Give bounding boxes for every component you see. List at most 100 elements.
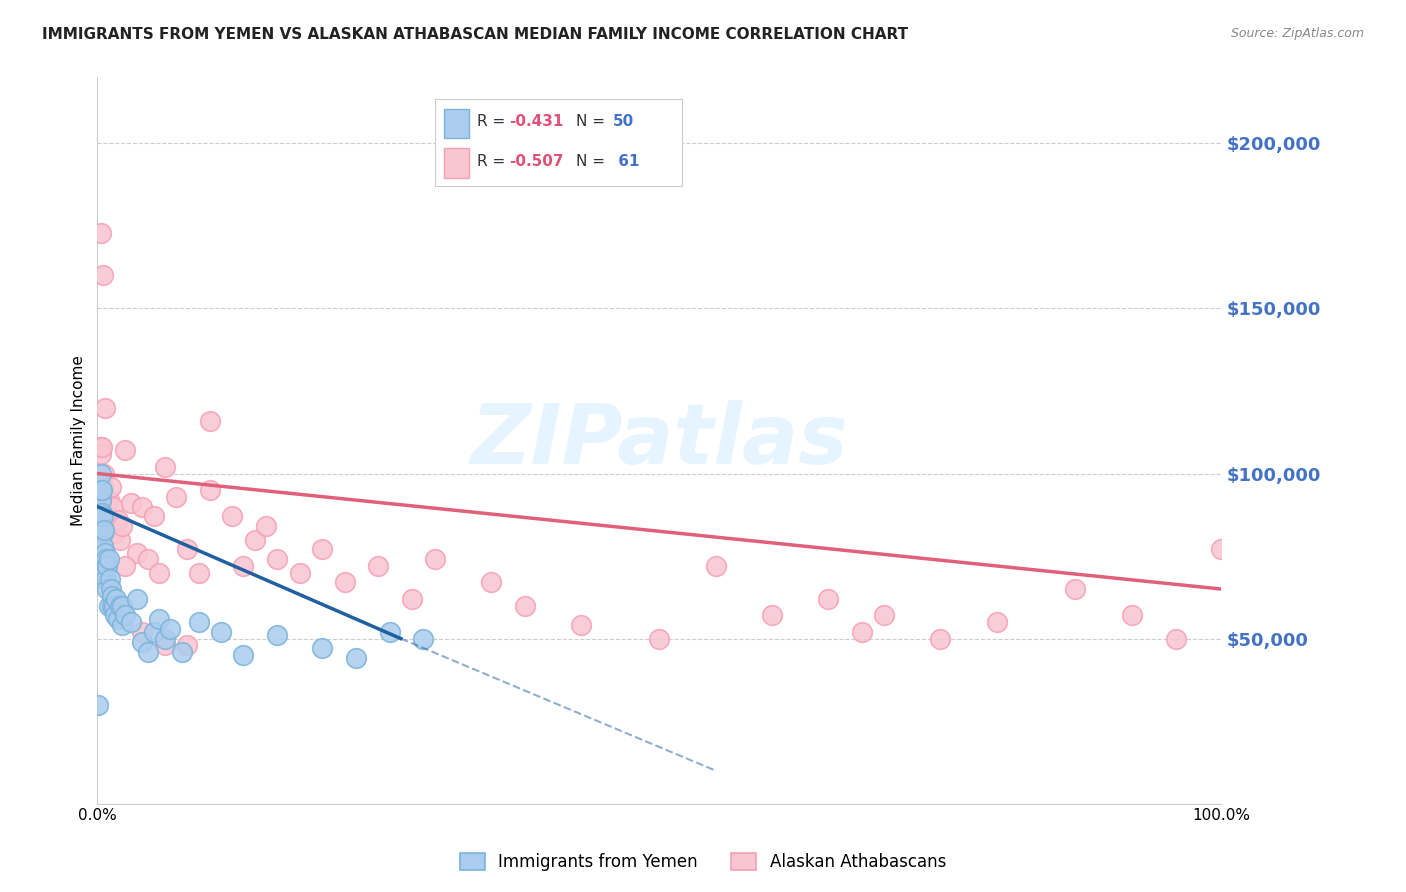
Point (90, 506, 112, 520)
Point (153, 638, 176, 652)
Point (90, 226, 112, 240)
Point (100, 582, 122, 596)
Point (96, 513, 118, 527)
Text: ZIPatlas: ZIPatlas (471, 400, 848, 481)
Point (91, 268, 114, 283)
Point (96, 582, 118, 596)
Point (232, 648, 254, 662)
Point (90, 483, 112, 497)
Point (100, 480, 122, 494)
Point (90, 483, 112, 497)
Point (120, 615, 142, 629)
Point (187, 566, 209, 580)
Point (333, 575, 356, 590)
Point (101, 599, 124, 613)
Point (107, 513, 129, 527)
Point (288, 566, 311, 580)
Point (209, 624, 232, 639)
Point (142, 509, 165, 524)
Point (94, 401, 117, 415)
Point (401, 591, 423, 606)
Point (94, 500, 117, 514)
Point (89, 516, 111, 530)
Point (93, 523, 115, 537)
Point (479, 575, 502, 590)
Point (412, 632, 434, 646)
Point (111, 618, 134, 632)
Point (1166, 632, 1188, 646)
Point (569, 618, 592, 632)
Point (96, 558, 118, 573)
Point (198, 414, 221, 428)
Point (101, 500, 124, 514)
Point (114, 558, 136, 573)
Point (131, 624, 153, 639)
Point (96, 572, 118, 586)
Point (311, 542, 333, 557)
Point (93, 556, 115, 570)
Point (986, 615, 1008, 629)
Point (91, 525, 114, 540)
Point (96, 552, 118, 566)
Point (187, 615, 209, 629)
Point (513, 599, 536, 613)
Point (90, 467, 112, 481)
Point (91, 509, 114, 524)
Point (817, 591, 839, 606)
Point (153, 459, 176, 474)
Point (93, 467, 115, 481)
Point (96, 492, 118, 507)
Point (125, 546, 148, 560)
Point (131, 635, 153, 649)
Point (148, 566, 170, 580)
Point (114, 608, 136, 623)
Point (1064, 582, 1087, 596)
Point (107, 612, 129, 626)
Point (104, 608, 127, 623)
Point (97, 492, 120, 507)
Point (1211, 542, 1233, 557)
Point (851, 624, 873, 639)
Point (367, 558, 389, 573)
Point (94, 546, 117, 560)
Point (761, 608, 783, 623)
Legend: Immigrants from Yemen, Alaskan Athabascans: Immigrants from Yemen, Alaskan Athabasca… (451, 845, 955, 880)
Point (131, 500, 153, 514)
Point (101, 589, 124, 603)
Point (89, 440, 111, 454)
Point (378, 624, 401, 639)
Point (90, 492, 112, 507)
Point (704, 558, 727, 573)
Text: Source: ZipAtlas.com: Source: ZipAtlas.com (1230, 27, 1364, 40)
Point (311, 641, 333, 656)
Point (221, 509, 243, 524)
Point (136, 552, 159, 566)
Point (170, 645, 193, 659)
Point (105, 591, 128, 606)
Point (111, 519, 134, 533)
Point (176, 542, 198, 557)
Point (929, 632, 952, 646)
Point (111, 599, 134, 613)
Y-axis label: Median Family Income: Median Family Income (72, 355, 86, 526)
Point (90, 440, 112, 454)
Point (153, 632, 176, 646)
Point (232, 558, 254, 573)
Text: IMMIGRANTS FROM YEMEN VS ALASKAN ATHABASCAN MEDIAN FAMILY INCOME CORRELATION CHA: IMMIGRANTS FROM YEMEN VS ALASKAN ATHABAS… (42, 27, 908, 42)
Point (114, 443, 136, 458)
Point (91, 539, 114, 553)
Point (89, 549, 111, 563)
Point (243, 533, 266, 547)
Point (87, 698, 110, 712)
Point (198, 483, 221, 497)
Point (423, 552, 446, 566)
Point (873, 608, 896, 623)
Point (136, 645, 159, 659)
Point (103, 599, 125, 613)
Point (108, 533, 131, 547)
Point (148, 612, 170, 626)
Point (266, 628, 288, 642)
Point (125, 591, 148, 606)
Point (266, 552, 288, 566)
Point (91, 480, 114, 494)
